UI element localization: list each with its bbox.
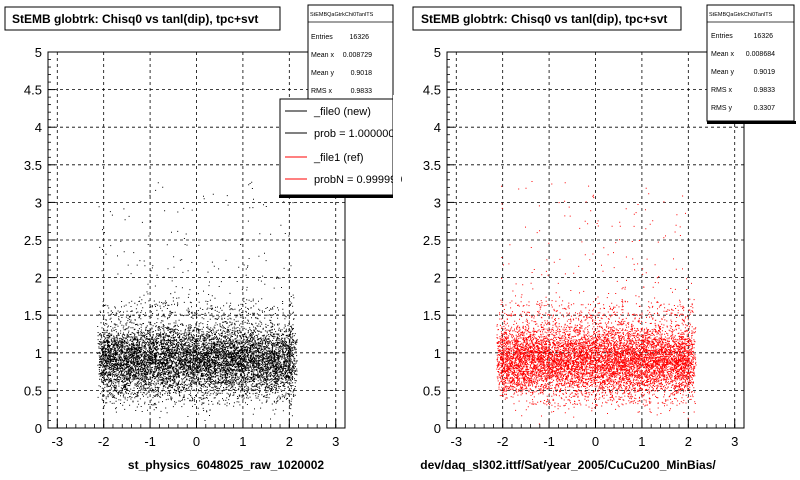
x-tick-label: 1 — [638, 434, 645, 449]
right-x-ticks: -3 -2 -1 0 1 2 3 — [446, 419, 745, 449]
y-tick-label: 1.5 — [423, 308, 441, 323]
x-tick-label: 2 — [685, 434, 692, 449]
x-tick-label: 0 — [592, 434, 599, 449]
y-tick-label: 3 — [35, 195, 42, 210]
x-tick-label: 3 — [731, 434, 738, 449]
left-stats-box: StEMBQaGtrkChi0TanlTS Entries 16326 Mean… — [307, 4, 394, 106]
y-tick-label: 5 — [434, 45, 441, 60]
right-x-label: dev/daq_sl302.ittf/Sat/year_2005/CuCu200… — [420, 458, 716, 472]
x-tick-label: -1 — [144, 434, 156, 449]
y-tick-label: 1.5 — [24, 308, 42, 323]
left-stats-header: StEMBQaGtrkChi0TanlTS — [310, 12, 374, 18]
right-stat-value: 0.9019 — [754, 69, 776, 76]
x-tick-label: 1 — [239, 434, 246, 449]
y-tick-label: 3.5 — [423, 158, 441, 173]
y-tick-label: 3.5 — [24, 158, 42, 173]
x-tick-label: 3 — [332, 434, 339, 449]
left-x-ticks: -3 -2 -1 0 1 2 3 — [47, 419, 346, 449]
x-tick-label: -3 — [451, 434, 463, 449]
x-tick-label: 2 — [286, 434, 293, 449]
right-points — [496, 181, 697, 425]
legend-box: _file0 (new) prob = 1.000000 _file1 (ref… — [279, 95, 402, 205]
right-stat-value: 0.3307 — [754, 105, 776, 112]
legend-label: prob = 1.000000 — [314, 128, 394, 140]
x-tick-label: 0 — [193, 434, 200, 449]
right-title: StEMB globtrk: Chisq0 vs tanl(dip), tpc+… — [421, 12, 667, 26]
left-stat-value: 16326 — [350, 34, 370, 41]
left-stat-value: 0.9833 — [351, 88, 373, 95]
left-stat-label: Entries — [311, 34, 333, 41]
right-stat-value: 0.008684 — [746, 51, 775, 58]
left-stat-label: Mean x — [311, 52, 334, 59]
left-y-ticks: 0 0.5 1 1.5 2 2.5 3 3.5 4 4.5 5 — [24, 45, 55, 436]
right-title-box — [412, 6, 682, 31]
right-stats-header: StEMBQaGtrkChi0TanlTS — [709, 12, 773, 18]
left-stat-value: 0.008729 — [343, 52, 372, 59]
x-tick-label: -1 — [543, 434, 555, 449]
left-stat-label: Mean y — [311, 70, 334, 77]
right-stats-box: StEMBQaGtrkChi0TanlTS Entries 16326 Mean… — [706, 4, 796, 124]
legend-label: probN = 0.999999 — [314, 174, 402, 186]
y-tick-label: 2 — [35, 271, 42, 286]
y-tick-label: 4 — [434, 120, 441, 135]
scatter-point-cloud — [97, 181, 298, 421]
right-stat-value: 16326 — [754, 33, 774, 40]
legend-label: _file0 (new) — [313, 106, 371, 118]
right-stat-label: Entries — [711, 33, 733, 40]
right-y-ticks: 0 0.5 1 1.5 2 2.5 3 3.5 4 4.5 5 — [423, 45, 454, 436]
left-stat-value: 0.9018 — [351, 70, 373, 77]
left-points — [97, 181, 298, 421]
left-stat-label: RMS x — [311, 88, 333, 95]
y-tick-label: 4.5 — [423, 83, 441, 98]
x-tick-label: -2 — [98, 434, 110, 449]
y-tick-label: 2.5 — [423, 233, 441, 248]
y-tick-label: 3 — [434, 195, 441, 210]
left-title-box — [4, 6, 281, 31]
y-tick-label: 4.5 — [24, 83, 42, 98]
right-stat-label: RMS y — [711, 105, 733, 112]
right-stat-label: RMS x — [711, 87, 733, 94]
legend-label: _file1 (ref) — [313, 152, 364, 164]
left-panel: StEMB globtrk: Chisq0 vs tanl(dip), tpc+… — [4, 4, 402, 472]
right-stat-label: Mean y — [711, 69, 734, 76]
y-tick-label: 0 — [35, 421, 42, 436]
right-stat-value: 0.9833 — [754, 87, 776, 94]
y-tick-label: 2.5 — [24, 233, 42, 248]
scatter-point-cloud — [496, 181, 697, 425]
right-stat-label: Mean x — [711, 51, 734, 58]
y-tick-label: 0 — [434, 421, 441, 436]
y-tick-label: 1 — [35, 346, 42, 361]
x-tick-label: -3 — [52, 434, 64, 449]
y-tick-label: 0.5 — [24, 383, 42, 398]
left-title: StEMB globtrk: Chisq0 vs tanl(dip), tpc+… — [12, 12, 258, 26]
x-tick-label: -2 — [497, 434, 509, 449]
y-tick-label: 4 — [35, 120, 42, 135]
y-tick-label: 1 — [434, 346, 441, 361]
right-panel: StEMB globtrk: Chisq0 vs tanl(dip), tpc+… — [412, 4, 796, 472]
y-tick-label: 5 — [35, 45, 42, 60]
y-tick-label: 0.5 — [423, 383, 441, 398]
left-x-label: st_physics_6048025_raw_1020002 — [128, 458, 324, 472]
y-tick-label: 2 — [434, 271, 441, 286]
